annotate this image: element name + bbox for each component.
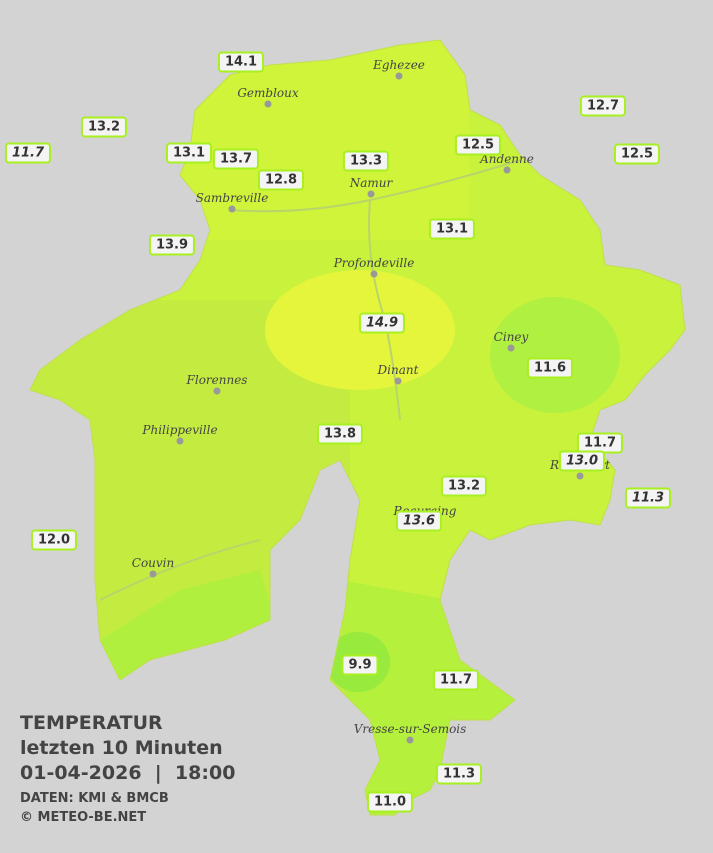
station-value: 12.7 xyxy=(579,95,627,117)
city-dot xyxy=(394,377,402,385)
station-value: 12.5 xyxy=(613,143,661,165)
station-value: 11.3 xyxy=(435,763,483,785)
city-dot xyxy=(213,387,221,395)
station-value: 13.9 xyxy=(148,234,196,256)
station-value: 12.8 xyxy=(257,169,305,191)
city-dot xyxy=(503,166,511,174)
legend-source: DATEN: KMI & BMCB xyxy=(20,791,169,806)
station-value: 11.7 xyxy=(576,432,624,454)
city-label: Vresse-sur-Semois xyxy=(353,722,467,736)
legend-datetime: 01-04-2026 | 18:00 xyxy=(20,762,236,784)
city-dot xyxy=(576,472,584,480)
station-value: 12.0 xyxy=(30,529,78,551)
city-dot xyxy=(507,344,515,352)
station-value: 13.6 xyxy=(395,510,443,532)
city-label: Philippeville xyxy=(142,423,218,437)
city-dot xyxy=(264,100,272,108)
city-label: Profondeville xyxy=(333,256,415,270)
station-value: 13.3 xyxy=(342,150,390,172)
city-label: Eghezee xyxy=(373,58,425,72)
city-label: Ciney xyxy=(493,330,529,344)
legend-title: TEMPERATUR xyxy=(20,712,163,734)
station-value: 9.9 xyxy=(341,654,379,676)
city-label: Dinant xyxy=(377,363,419,377)
legend-copyright: © METEO-BE.NET xyxy=(20,810,147,825)
station-value: 13.2 xyxy=(440,475,488,497)
city-label: Gembloux xyxy=(237,86,299,100)
city-dot xyxy=(149,570,157,578)
station-value: 13.2 xyxy=(80,116,128,138)
station-value: 12.5 xyxy=(454,134,502,156)
station-value: 11.0 xyxy=(366,791,414,813)
legend-period: letzten 10 Minuten xyxy=(20,737,223,759)
station-value: 13.8 xyxy=(316,423,364,445)
city-label: Andenne xyxy=(480,152,534,166)
city-dot xyxy=(176,437,184,445)
station-value: 13.1 xyxy=(428,218,476,240)
city-label: Sambreville xyxy=(195,191,269,205)
station-value: 11.6 xyxy=(526,357,574,379)
station-value: 14.9 xyxy=(358,312,406,334)
city-label: Florennes xyxy=(186,373,248,387)
station-value: 13.7 xyxy=(212,148,260,170)
station-value: 13.0 xyxy=(558,450,606,472)
station-value: 11.7 xyxy=(4,142,52,164)
city-dot xyxy=(367,190,375,198)
station-value: 11.7 xyxy=(432,669,480,691)
city-dot xyxy=(395,72,403,80)
city-dot xyxy=(228,205,236,213)
city-label: Namur xyxy=(349,176,393,190)
station-value: 13.1 xyxy=(165,142,213,164)
city-label: Couvin xyxy=(131,556,175,570)
station-value: 14.1 xyxy=(217,51,265,73)
city-dot xyxy=(370,270,378,278)
city-dot xyxy=(406,736,414,744)
station-value: 11.3 xyxy=(624,487,672,509)
